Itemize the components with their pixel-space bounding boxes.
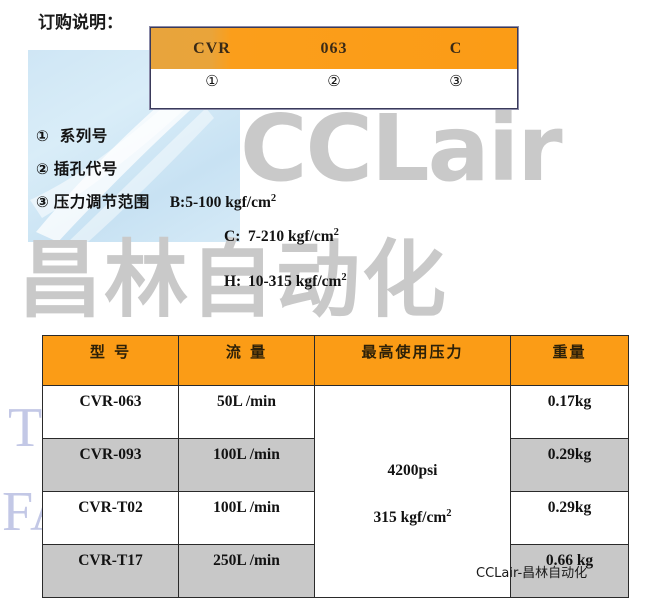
circled-number-3: ③ <box>449 72 463 90</box>
table-row: CVR-063 50L /min 4200psi 315 kgf/cm2 0.1… <box>42 385 629 598</box>
pressure-range-b-key: B: <box>169 194 186 211</box>
page-title: 订购说明： <box>38 13 123 33</box>
circled-number-1: ① <box>205 72 219 90</box>
cell-flow: 100L /min <box>178 438 315 492</box>
specification-table: 型 号 流 量 最高使用压力 重量 CVR-063 50L /min 4200p… <box>42 335 629 598</box>
model-code-pressure: C <box>449 39 463 57</box>
pressure-range-c-key: C: <box>224 228 241 246</box>
cell-flow: 50L /min <box>178 385 315 439</box>
pressure-range-c-sup: 2 <box>333 227 339 238</box>
cell-weight: 0.29kg <box>510 438 629 492</box>
column-header-weight: 重量 <box>510 335 629 386</box>
cell-weight: 0.17kg <box>510 385 629 439</box>
circled-number-2: ② <box>327 72 341 90</box>
cell-weight: 0.29kg <box>510 491 629 545</box>
legend-label-port: 插孔代号 <box>53 160 118 178</box>
table-row: CVR-T17 250L /min 0.66 kg <box>42 544 629 598</box>
pressure-range-c: C: 7-210 kgf/cm2 <box>224 227 339 246</box>
cell-model: CVR-063 <box>42 385 179 439</box>
pressure-value-kgf-sup: 2 <box>446 508 452 520</box>
legend-label-series: 系列号 <box>59 127 108 145</box>
footer-brand: CCLair-昌林自动化 <box>476 566 588 581</box>
cell-model: CVR-T17 <box>42 544 179 598</box>
pressure-range-b-sup: 2 <box>270 192 277 204</box>
pressure-value-psi: 4200psi <box>315 462 510 480</box>
column-header-pressure: 最高使用压力 <box>314 335 511 386</box>
cell-flow: 250L /min <box>178 544 315 598</box>
pressure-value-kgf-text: 315 kgf/cm <box>373 509 447 527</box>
cell-pressure-merged: 4200psi 315 kgf/cm2 <box>314 385 511 598</box>
pressure-range-h-value: 10-315 kgf/cm <box>248 273 342 291</box>
model-code-box: CVR 063 C ① ② ③ <box>149 26 519 110</box>
column-header-model: 型 号 <box>42 335 179 386</box>
model-code-cells: CVR 063 C <box>151 28 517 69</box>
pressure-value-kgf: 315 kgf/cm2 <box>315 508 510 527</box>
pressure-range-c-value: 7-210 kgf/cm <box>248 228 334 246</box>
pressure-value-psi-text: 4200psi <box>387 462 438 480</box>
pressure-range-h-key: H: <box>224 273 242 291</box>
legend-item-port: ② 插孔代号 <box>36 157 636 190</box>
cell-flow: 100L /min <box>178 491 315 545</box>
legend-marker-2: ② <box>36 160 49 178</box>
model-code-series: CVR <box>193 39 231 57</box>
table-header-row: 型 号 流 量 最高使用压力 重量 <box>42 335 629 386</box>
legend-marker-3: ③ <box>36 193 49 211</box>
cell-model: CVR-T02 <box>42 491 179 545</box>
legend-label-pressure-range: 压力调节范围 <box>53 193 150 211</box>
table-row: CVR-093 100L /min 0.29kg <box>42 438 629 492</box>
pressure-range-h-sup: 2 <box>341 272 347 283</box>
table-row: CVR-T02 100L /min 0.29kg <box>42 491 629 545</box>
legend-item-series: ① 系列号 <box>36 124 636 157</box>
pressure-range-b: B:5-100 kgf/cm2 <box>170 193 276 212</box>
column-header-flow: 流 量 <box>178 335 315 386</box>
legend-marker-1: ① <box>36 127 49 145</box>
legend-list: ① 系列号 ② 插孔代号 ③ 压力调节范围 B:5-100 kgf/cm2 <box>36 124 636 223</box>
cell-weight: 0.66 kg <box>510 544 629 598</box>
pressure-range-b-value: 5-100 kgf/cm <box>185 194 271 211</box>
pressure-range-h: H: 10-315 kgf/cm2 <box>224 272 347 291</box>
model-code-number-cells: ① ② ③ <box>151 69 517 110</box>
legend-item-pressure-range: ③ 压力调节范围 B:5-100 kgf/cm2 <box>36 190 636 223</box>
model-code-port: 063 <box>320 39 348 57</box>
cell-model: CVR-093 <box>42 438 179 492</box>
